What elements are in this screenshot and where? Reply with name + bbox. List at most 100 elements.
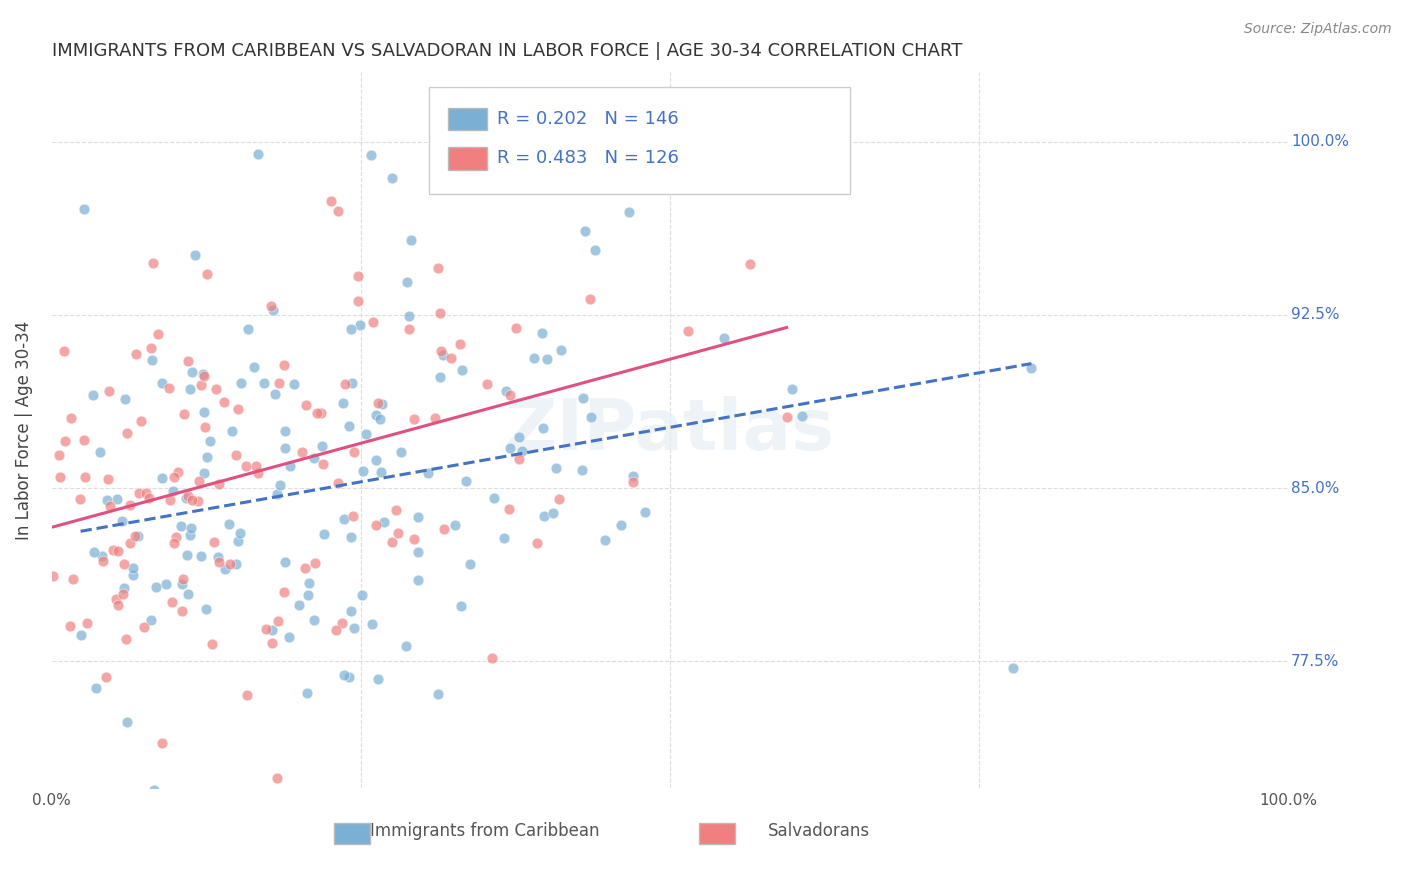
Salvadorans xyxy=(190,378,212,392)
Salvadorans xyxy=(187,494,209,508)
Immigrants from Caribbean xyxy=(274,555,297,569)
Immigrants from Caribbean xyxy=(122,568,145,582)
Salvadorans xyxy=(505,321,527,335)
Immigrants from Caribbean xyxy=(1002,661,1025,675)
Immigrants from Caribbean xyxy=(495,384,517,398)
Immigrants from Caribbean xyxy=(288,598,311,612)
Immigrants from Caribbean xyxy=(253,376,276,391)
Salvadorans xyxy=(579,293,602,307)
Salvadorans xyxy=(173,407,195,421)
Immigrants from Caribbean xyxy=(492,532,515,546)
Salvadorans xyxy=(326,203,349,218)
Salvadorans xyxy=(267,614,290,628)
Salvadorans xyxy=(402,412,425,426)
Text: R = 0.202   N = 146: R = 0.202 N = 146 xyxy=(498,110,679,128)
Immigrants from Caribbean xyxy=(262,303,284,318)
Salvadorans xyxy=(166,465,188,479)
Immigrants from Caribbean xyxy=(277,631,299,645)
Immigrants from Caribbean xyxy=(790,409,813,423)
Salvadorans xyxy=(172,603,194,617)
Immigrants from Caribbean xyxy=(183,248,205,262)
Immigrants from Caribbean xyxy=(195,602,218,616)
Salvadorans xyxy=(148,326,170,341)
Salvadorans xyxy=(138,491,160,505)
Salvadorans xyxy=(177,354,200,368)
Salvadorans xyxy=(499,388,522,402)
Immigrants from Caribbean xyxy=(260,803,283,817)
Salvadorans xyxy=(347,269,370,284)
Salvadorans xyxy=(429,344,451,359)
Text: IMMIGRANTS FROM CARIBBEAN VS SALVADORAN IN LABOR FORCE | AGE 30-34 CORRELATION C: IMMIGRANTS FROM CARIBBEAN VS SALVADORAN … xyxy=(52,42,962,60)
Immigrants from Caribbean xyxy=(236,322,259,336)
Immigrants from Caribbean xyxy=(112,581,135,595)
Immigrants from Caribbean xyxy=(482,491,505,506)
Immigrants from Caribbean xyxy=(311,439,333,453)
Text: Salvadorans: Salvadorans xyxy=(768,822,870,840)
Immigrants from Caribbean xyxy=(456,474,478,488)
Salvadorans xyxy=(458,177,481,191)
Salvadorans xyxy=(226,401,249,416)
Immigrants from Caribbean xyxy=(179,528,201,542)
Salvadorans xyxy=(128,486,150,500)
Salvadorans xyxy=(118,535,141,549)
Immigrants from Caribbean xyxy=(176,587,198,601)
Immigrants from Caribbean xyxy=(536,351,558,366)
Immigrants from Caribbean xyxy=(190,549,212,563)
Salvadorans xyxy=(366,518,388,533)
Salvadorans xyxy=(160,594,183,608)
Immigrants from Caribbean xyxy=(266,487,288,501)
Salvadorans xyxy=(208,555,231,569)
Immigrants from Caribbean xyxy=(499,441,522,455)
Salvadorans xyxy=(200,637,222,651)
Salvadorans xyxy=(246,466,269,480)
Salvadorans xyxy=(404,532,426,546)
Salvadorans xyxy=(195,267,218,281)
Immigrants from Caribbean xyxy=(782,383,804,397)
Salvadorans xyxy=(309,407,332,421)
Immigrants from Caribbean xyxy=(332,395,354,409)
Immigrants from Caribbean xyxy=(634,505,657,519)
Immigrants from Caribbean xyxy=(228,525,250,540)
Salvadorans xyxy=(101,543,124,558)
Immigrants from Caribbean xyxy=(122,561,145,575)
Salvadorans xyxy=(194,419,217,434)
Immigrants from Caribbean xyxy=(583,243,606,257)
Salvadorans xyxy=(363,315,385,329)
Immigrants from Caribbean xyxy=(531,326,554,341)
Text: 100.0%: 100.0% xyxy=(1291,134,1350,149)
Immigrants from Caribbean xyxy=(398,310,420,324)
Salvadorans xyxy=(260,636,283,650)
Immigrants from Caribbean xyxy=(337,669,360,683)
Salvadorans xyxy=(254,622,277,636)
Salvadorans xyxy=(60,411,83,425)
Salvadorans xyxy=(526,536,548,550)
Salvadorans xyxy=(305,406,328,420)
Salvadorans xyxy=(59,618,82,632)
Immigrants from Caribbean xyxy=(179,382,201,396)
Immigrants from Caribbean xyxy=(170,519,193,533)
Immigrants from Caribbean xyxy=(200,434,222,449)
Immigrants from Caribbean xyxy=(89,445,111,459)
Salvadorans xyxy=(481,650,503,665)
Salvadorans xyxy=(218,557,240,571)
Immigrants from Caribbean xyxy=(274,424,297,438)
Salvadorans xyxy=(335,377,357,392)
Immigrants from Caribbean xyxy=(579,410,602,425)
Salvadorans xyxy=(120,498,142,512)
Salvadorans xyxy=(312,457,335,471)
Salvadorans xyxy=(53,343,76,358)
Salvadorans xyxy=(548,492,571,507)
Immigrants from Caribbean xyxy=(73,202,96,217)
Salvadorans xyxy=(193,368,215,383)
Immigrants from Caribbean xyxy=(166,793,188,807)
Immigrants from Caribbean xyxy=(713,331,735,345)
Salvadorans xyxy=(325,623,347,637)
Text: R = 0.483   N = 126: R = 0.483 N = 126 xyxy=(498,149,679,168)
Immigrants from Caribbean xyxy=(450,599,472,614)
FancyBboxPatch shape xyxy=(429,87,849,194)
Salvadorans xyxy=(245,458,267,473)
Immigrants from Caribbean xyxy=(451,363,474,377)
FancyBboxPatch shape xyxy=(699,822,734,844)
Salvadorans xyxy=(295,398,318,412)
Immigrants from Caribbean xyxy=(228,534,250,549)
